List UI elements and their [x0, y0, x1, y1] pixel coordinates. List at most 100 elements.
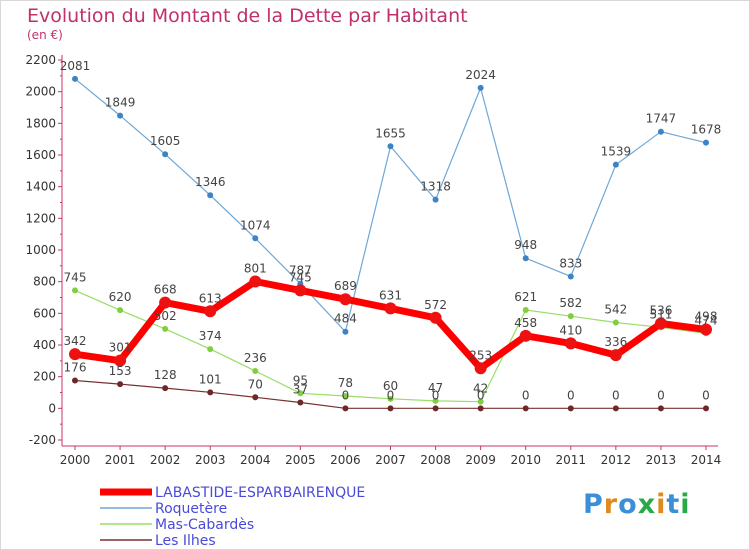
data-label: 0: [432, 388, 440, 402]
data-point: [612, 319, 619, 326]
data-point: [294, 284, 307, 297]
data-point: [207, 192, 214, 199]
logo-letter: i: [680, 489, 691, 520]
data-point: [522, 255, 529, 262]
data-point: [114, 354, 127, 367]
data-label: 474: [695, 313, 718, 327]
logo-letter: o: [618, 489, 638, 520]
data-label: 801: [244, 262, 267, 276]
data-point: [432, 196, 439, 203]
data-point: [72, 75, 78, 82]
data-label: 236: [244, 351, 267, 365]
data-label: 1318: [420, 180, 451, 194]
y-tick-label: 200: [33, 370, 56, 384]
data-point: [204, 305, 217, 318]
y-tick-label: 400: [33, 338, 56, 352]
data-point: [207, 389, 214, 396]
data-label: 787: [289, 264, 312, 278]
data-point: [72, 287, 78, 294]
data-label: 0: [702, 388, 710, 402]
data-label: 1747: [646, 112, 677, 126]
data-label: 176: [64, 360, 87, 374]
data-point: [387, 395, 394, 402]
logo-letter: t: [666, 489, 681, 520]
data-point: [117, 307, 124, 314]
data-label: 502: [154, 309, 177, 323]
data-label: 833: [559, 256, 582, 270]
data-label: 745: [289, 270, 312, 284]
data-label: 613: [199, 291, 222, 305]
data-point: [432, 405, 439, 412]
y-tick-label: 1000: [25, 243, 56, 257]
data-point: [612, 161, 619, 168]
data-label: 37: [293, 382, 308, 396]
data-point: [162, 385, 169, 392]
y-tick-label: 2200: [25, 53, 56, 67]
data-label: 301: [109, 341, 132, 355]
data-label: 2024: [465, 68, 496, 82]
data-point: [159, 296, 172, 309]
y-tick-label: 2000: [25, 85, 56, 99]
data-label: 745: [64, 270, 87, 284]
data-point: [72, 377, 78, 384]
data-point: [117, 381, 124, 388]
data-point: [567, 273, 574, 280]
chart-subtitle: (en €): [27, 28, 63, 42]
data-point: [252, 394, 259, 401]
data-label: 1655: [375, 126, 406, 140]
data-point: [477, 405, 484, 412]
y-tick-label: 600: [33, 306, 56, 320]
data-point: [342, 405, 349, 412]
data-label: 153: [109, 364, 132, 378]
x-tick-label: 2002: [150, 453, 181, 467]
data-point: [519, 329, 532, 342]
data-point: [207, 346, 214, 353]
data-point: [703, 405, 709, 412]
data-label: 0: [567, 388, 575, 402]
data-label: 542: [604, 303, 627, 317]
data-point: [567, 405, 574, 412]
x-tick-label: 2010: [510, 453, 541, 467]
data-label: 47: [428, 381, 443, 395]
data-label: 498: [695, 309, 718, 323]
x-tick-label: 2014: [691, 453, 722, 467]
y-tick-label: 800: [33, 275, 56, 289]
data-label: 42: [473, 382, 488, 396]
y-tick-label: 1400: [25, 180, 56, 194]
data-point: [609, 349, 622, 362]
data-label: 0: [342, 388, 350, 402]
data-label: 948: [514, 238, 537, 252]
data-label: 0: [657, 388, 665, 402]
data-point: [564, 337, 577, 350]
data-point: [612, 405, 619, 412]
data-point: [477, 84, 484, 91]
data-label: 572: [424, 298, 447, 312]
data-label: 631: [379, 288, 402, 302]
data-point: [657, 128, 664, 135]
y-tick-label: 1200: [25, 211, 56, 225]
legend-label: Roquetère: [155, 501, 227, 517]
legend-label: LABASTIDE-ESPARBAIRENQUE: [155, 485, 365, 501]
x-tick-label: 2005: [285, 453, 316, 467]
data-point: [700, 323, 712, 336]
data-label: 2081: [60, 59, 91, 73]
data-label: 620: [109, 290, 132, 304]
data-point: [117, 112, 124, 119]
logo-letter: P: [583, 489, 604, 520]
data-label: 374: [199, 329, 222, 343]
data-point: [432, 397, 439, 404]
data-point: [387, 143, 394, 150]
data-label: 128: [154, 368, 177, 382]
data-label: 0: [522, 388, 530, 402]
data-label: 342: [64, 334, 87, 348]
data-point: [429, 311, 442, 324]
data-point: [342, 392, 349, 399]
x-tick-label: 2006: [330, 453, 361, 467]
data-point: [384, 302, 397, 315]
x-tick-label: 2013: [646, 453, 677, 467]
data-point: [522, 307, 529, 314]
x-tick-label: 2009: [465, 453, 496, 467]
y-tick-label: 1800: [25, 116, 56, 130]
data-label: 1539: [601, 145, 632, 159]
data-point: [249, 275, 262, 288]
